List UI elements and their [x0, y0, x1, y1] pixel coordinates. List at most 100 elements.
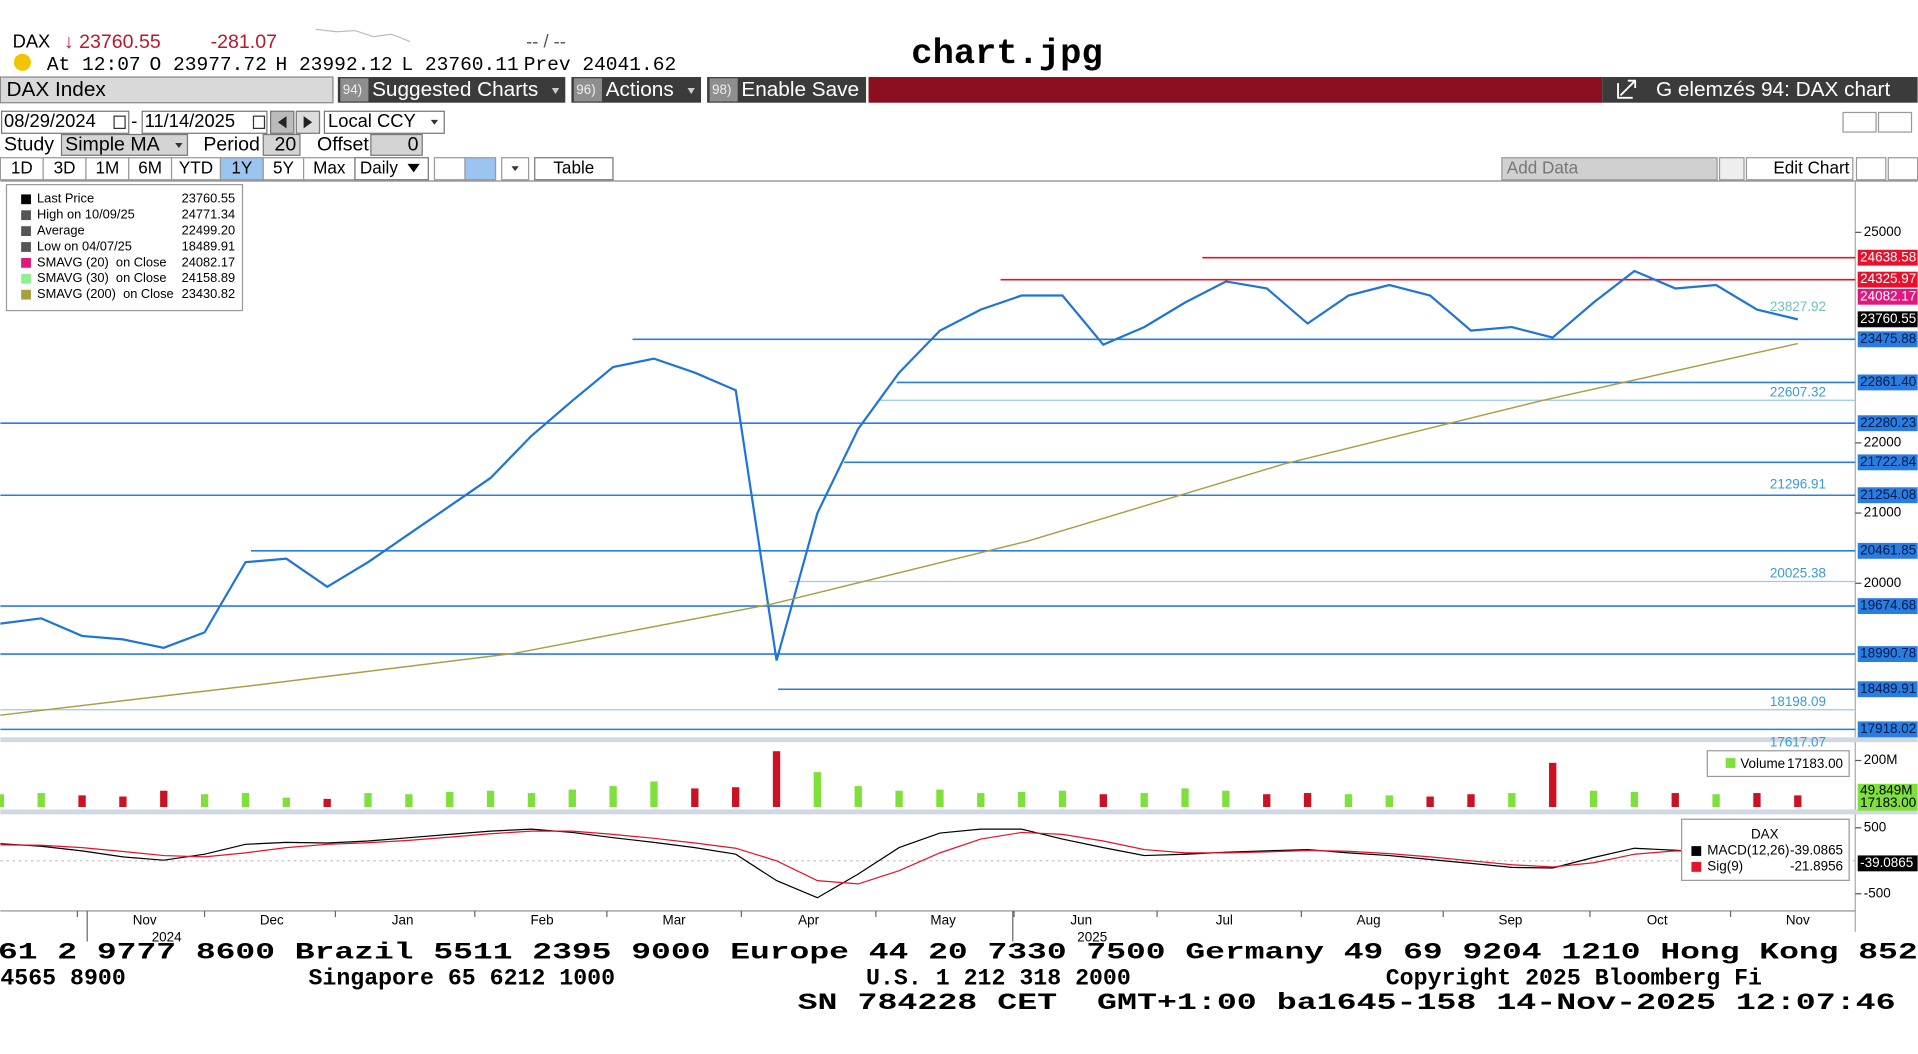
- volume-bar: [1263, 794, 1271, 808]
- toolbar-button[interactable]: [337, 77, 566, 103]
- volume-bar: [650, 781, 658, 808]
- footer-line: Copyright 2025 Bloomberg Fi: [1386, 965, 1762, 991]
- button-key-badge: [709, 78, 738, 102]
- x-tick-label: Nov: [133, 912, 157, 927]
- macd-last-label: -39.0865: [1860, 855, 1913, 870]
- last-price: ↓ 23760.55: [64, 31, 161, 53]
- volume-bar: [1630, 791, 1639, 808]
- table-button[interactable]: [534, 157, 614, 181]
- offset-label: Offset: [317, 134, 369, 156]
- calendar-icon[interactable]: [252, 115, 266, 129]
- volume-bar: [732, 787, 740, 808]
- volume-bar: [1017, 791, 1026, 808]
- button-key-badge: [573, 78, 602, 102]
- volume-bar: [772, 751, 781, 808]
- range-tabs: 1D 3D 1M 6M YTD 1Y 5Y Max: [0, 157, 356, 181]
- offset: 0: [408, 134, 419, 156]
- price-level-label: 23475.88: [1860, 331, 1916, 346]
- button-key: 98): [712, 82, 731, 97]
- currency-box[interactable]: [323, 110, 445, 134]
- legend-swatch: [21, 226, 31, 236]
- legend-swatch: [21, 210, 31, 221]
- price-level-label: 18990.78: [1860, 646, 1916, 661]
- undo-button[interactable]: [1842, 111, 1877, 133]
- year-label: 2024: [152, 929, 182, 944]
- redo-button[interactable]: [1877, 111, 1913, 133]
- price-level-label: 23760.55: [1860, 311, 1916, 326]
- footer-line: U.S. 1 212 318 2000: [866, 965, 1131, 991]
- volume-bar: [1712, 794, 1720, 808]
- offset-box[interactable]: [370, 133, 423, 156]
- legend-label: High on 10/09/25: [37, 207, 135, 222]
- gear-button[interactable]: [1887, 157, 1918, 181]
- calendar-icon[interactable]: [113, 115, 126, 129]
- start-date-box[interactable]: [0, 110, 130, 134]
- range-label: 6M: [138, 158, 162, 177]
- dropdown-icon: [430, 119, 439, 125]
- legend-swatch: [21, 289, 31, 300]
- footer: 61 2 9777 8600 Brazil 5511 2395 9000 Eur…: [0, 940, 1918, 1016]
- x-tick-label: Jan: [392, 912, 414, 927]
- frequency-box[interactable]: [354, 157, 429, 181]
- level-note: 18198.09: [1770, 694, 1826, 709]
- alert-icon[interactable]: [13, 53, 31, 71]
- range-label: YTD: [179, 158, 213, 177]
- footer-line: 4565 8900: [0, 965, 125, 991]
- study: Simple MA: [65, 134, 159, 156]
- legend: Last Price 23760.55 High on 10/09/25 24771.…: [21, 191, 235, 301]
- toolbar-bar: [868, 77, 1603, 103]
- security-box[interactable]: [0, 76, 334, 104]
- legend-swatch: [21, 257, 31, 268]
- volume-bar: [446, 791, 454, 808]
- volume-bar: [936, 789, 944, 808]
- price-level-label: 24638.58: [1860, 249, 1916, 264]
- volume-legend-value: 17183.00: [1787, 756, 1843, 771]
- high: H 23992.12: [275, 54, 392, 76]
- y-tick-label: -500: [1864, 885, 1891, 900]
- volume-bar: [323, 798, 331, 808]
- volume-bar: [1181, 788, 1189, 808]
- legend-swatch: [21, 194, 31, 205]
- frequency: Daily: [360, 158, 398, 177]
- chart-layer: 20000 21000 22000 25000 23827.92 22607.32 2129…: [0, 224, 1918, 944]
- time: At 12:07: [47, 54, 141, 76]
- collapse-button[interactable]: [1718, 157, 1745, 181]
- price-level-box: [1857, 681, 1918, 698]
- price-level-label: 21254.08: [1860, 487, 1916, 502]
- volume-bar: [1385, 795, 1393, 808]
- macd-legend-box: [1681, 818, 1850, 881]
- period-box[interactable]: [262, 133, 301, 156]
- edit-chart-button[interactable]: [1745, 157, 1854, 181]
- chart-settings-button[interactable]: [1855, 157, 1887, 181]
- pane-divider: [0, 737, 1918, 743]
- price-level-box: [1857, 288, 1918, 305]
- volume-bar: [486, 790, 495, 808]
- end-date-box[interactable]: [141, 110, 268, 134]
- line-style-button[interactable]: [433, 157, 466, 181]
- price-level-label: 24325.97: [1860, 271, 1916, 286]
- button-label: Enable Save: [741, 78, 859, 101]
- legend-label: SMAVG (30) on Close: [37, 270, 167, 285]
- volume-bar: [241, 793, 250, 808]
- price-level-box: [1857, 721, 1918, 738]
- add-data-box[interactable]: [1501, 157, 1718, 181]
- x-tick-label: Nov: [1786, 912, 1810, 927]
- candle-style-button[interactable]: [464, 157, 497, 181]
- x-tick-label: Jun: [1070, 912, 1092, 927]
- volume-bar: [119, 796, 127, 808]
- study-box[interactable]: [60, 133, 189, 156]
- level-note: 23827.92: [1770, 299, 1826, 314]
- date-separator: -: [131, 110, 137, 131]
- macd-line: [0, 828, 1798, 899]
- sma-line: [0, 342, 1798, 716]
- change: -281.07: [211, 31, 277, 53]
- volume-bar: [1099, 794, 1108, 808]
- button-key: 96): [576, 82, 595, 97]
- volume-bar: [0, 794, 5, 808]
- volume-bar: [1549, 762, 1557, 808]
- x-tick-label: Apr: [798, 912, 819, 927]
- x-tick-label: May: [930, 912, 956, 927]
- volume-bar: [1794, 795, 1802, 808]
- popout-icon[interactable]: [1617, 79, 1637, 99]
